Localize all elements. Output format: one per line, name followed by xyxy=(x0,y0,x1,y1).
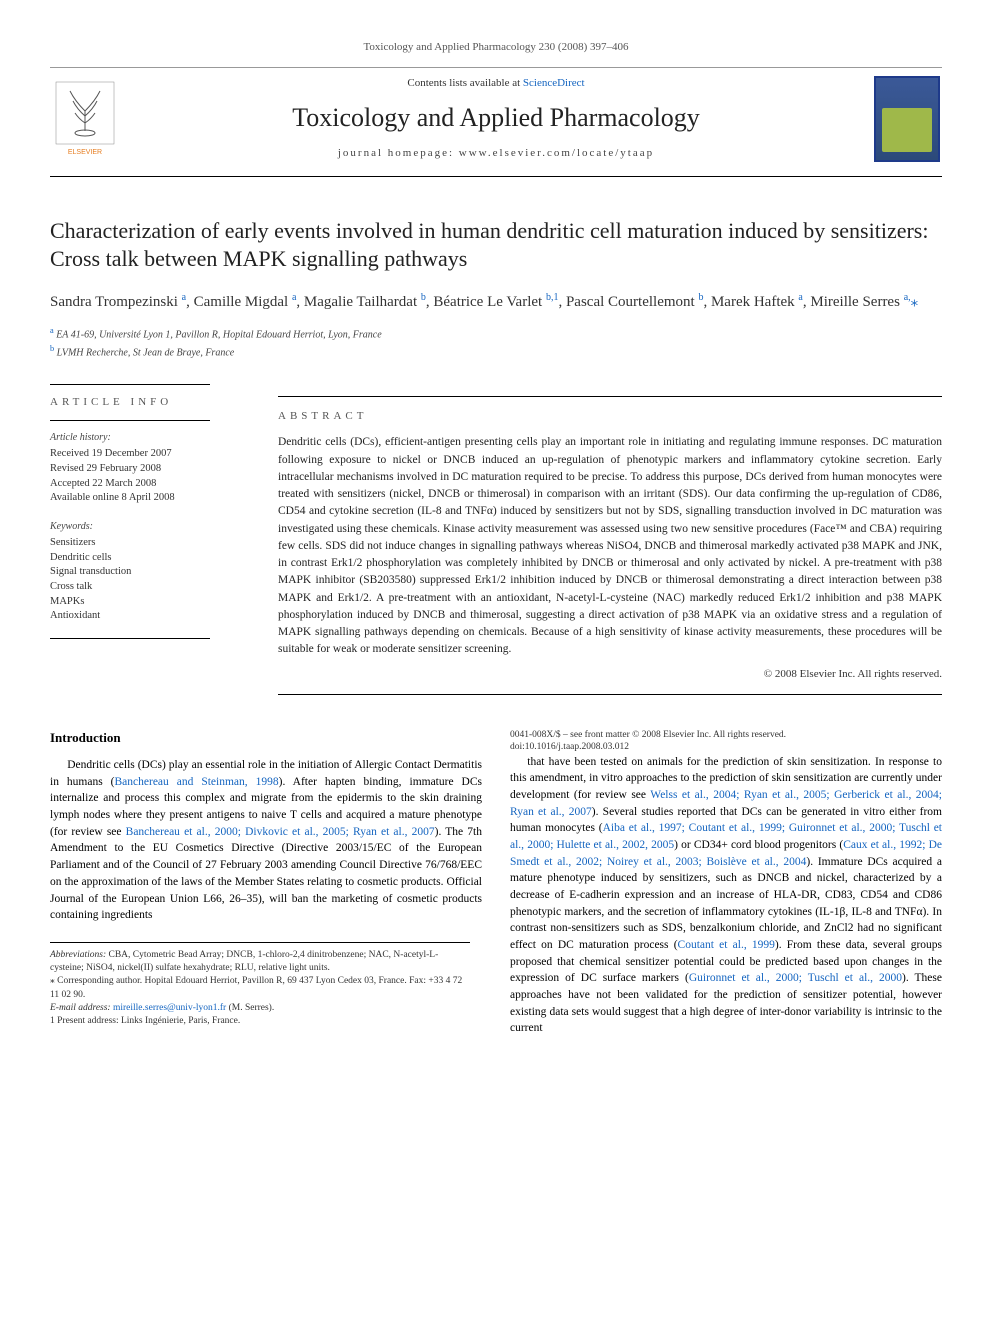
ref-link[interactable]: Welss et al., 2004; Ryan et al., 2005; G… xyxy=(510,789,942,818)
keyword: MAPKs xyxy=(50,595,250,610)
ref-link[interactable]: Banchereau et al., 2000; Divkovic et al.… xyxy=(126,826,435,838)
ref-link[interactable]: Guironnet et al., 2000; Tuschl et al., 2… xyxy=(689,972,902,984)
keyword: Signal transduction xyxy=(50,565,250,580)
keyword: Dendritic cells xyxy=(50,551,250,566)
elsevier-tree-icon: ELSEVIER xyxy=(55,81,115,157)
corresponding-author-note: ⁎ Corresponding author. Hopital Edouard … xyxy=(50,975,470,1002)
publisher-name: ELSEVIER xyxy=(68,149,102,156)
email-link[interactable]: mireille.serres@univ-lyon1.fr xyxy=(113,1003,226,1013)
body-columns: Introduction Dendritic cells (DCs) play … xyxy=(50,729,942,1038)
keyword: Antioxidant xyxy=(50,609,250,624)
keywords-block: SensitizersDendritic cellsSignal transdu… xyxy=(50,536,250,624)
contents-line: Contents lists available at ScienceDirec… xyxy=(120,76,872,91)
ref-link[interactable]: Coutant et al., 1999 xyxy=(678,939,775,951)
keywords-label: Keywords: xyxy=(50,520,250,534)
article-info-col: ARTICLE INFO Article history: Received 1… xyxy=(50,384,250,707)
footer-copyright: 0041-008X/$ – see front matter © 2008 El… xyxy=(510,729,942,754)
email-label: E-mail address: xyxy=(50,1003,113,1013)
history-line: Received 19 December 2007 xyxy=(50,447,250,462)
email-line: E-mail address: mireille.serres@univ-lyo… xyxy=(50,1002,470,1015)
keyword: Cross talk xyxy=(50,580,250,595)
article-title: Characterization of early events involve… xyxy=(50,217,942,274)
intro-paragraph-2: that have been tested on animals for the… xyxy=(510,754,942,1037)
keyword: Sensitizers xyxy=(50,536,250,551)
footnotes-block: Abbreviations: CBA, Cytometric Bead Arra… xyxy=(50,942,470,1029)
email-suffix: (M. Serres). xyxy=(226,1003,274,1013)
running-head: Toxicology and Applied Pharmacology 230 … xyxy=(50,40,942,55)
ref-link[interactable]: Banchereau and Steinman, 1998 xyxy=(115,776,279,788)
abstract-copyright: © 2008 Elsevier Inc. All rights reserved… xyxy=(278,667,942,682)
journal-title: Toxicology and Applied Pharmacology xyxy=(120,100,872,136)
journal-banner: ELSEVIER Contents lists available at Sci… xyxy=(50,67,942,176)
abstract-text: Dendritic cells (DCs), efficient-antigen… xyxy=(278,434,942,658)
introduction-heading: Introduction xyxy=(50,729,482,747)
present-address-note: 1 Present address: Links Ingénierie, Par… xyxy=(50,1015,470,1028)
abbreviations-note: Abbreviations: CBA, Cytometric Bead Arra… xyxy=(50,949,470,976)
history-line: Revised 29 February 2008 xyxy=(50,462,250,477)
abbrev-label: Abbreviations: xyxy=(50,950,106,960)
history-label: Article history: xyxy=(50,431,250,445)
abstract-label: ABSTRACT xyxy=(278,409,942,424)
doi-line: doi:10.1016/j.taap.2008.03.012 xyxy=(510,741,942,753)
affiliation-line: a EA 41-69, Université Lyon 1, Pavillon … xyxy=(50,325,942,342)
journal-homepage: journal homepage: www.elsevier.com/locat… xyxy=(120,146,872,161)
history-line: Accepted 22 March 2008 xyxy=(50,477,250,492)
abstract-col: ABSTRACT Dendritic cells (DCs), efficien… xyxy=(278,384,942,707)
publisher-logo: ELSEVIER xyxy=(50,79,120,159)
intro-paragraph-1: Dendritic cells (DCs) play an essential … xyxy=(50,757,482,924)
copyright-line-1: 0041-008X/$ – see front matter © 2008 El… xyxy=(510,729,942,741)
article-info-label: ARTICLE INFO xyxy=(50,395,250,410)
affiliation-line: b LVMH Recherche, St Jean de Braye, Fran… xyxy=(50,343,942,360)
history-line: Available online 8 April 2008 xyxy=(50,491,250,506)
sciencedirect-link[interactable]: ScienceDirect xyxy=(523,77,585,89)
journal-cover-thumb xyxy=(872,79,942,159)
author-list: Sandra Trompezinski a, Camille Migdal a,… xyxy=(50,290,942,314)
contents-prefix: Contents lists available at xyxy=(407,77,522,89)
history-block: Received 19 December 2007Revised 29 Febr… xyxy=(50,447,250,506)
abbrev-text: CBA, Cytometric Bead Array; DNCB, 1-chlo… xyxy=(50,950,438,973)
affiliations: a EA 41-69, Université Lyon 1, Pavillon … xyxy=(50,325,942,360)
